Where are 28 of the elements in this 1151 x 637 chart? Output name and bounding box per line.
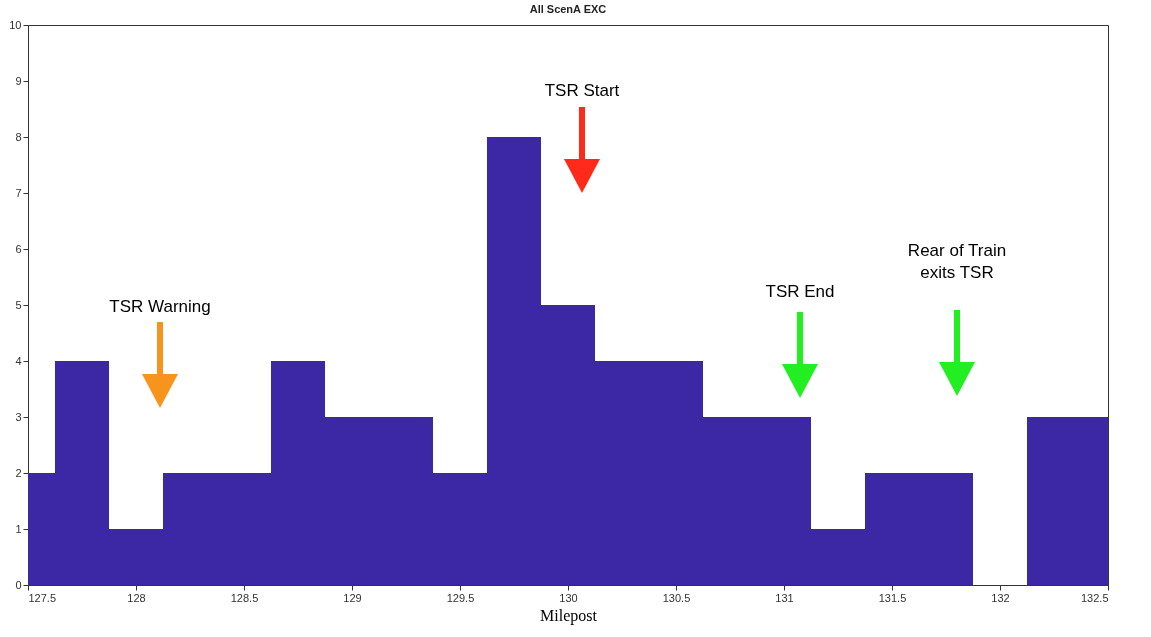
- y-tick-label: 6: [15, 242, 22, 255]
- x-tick-label: 130.5: [662, 591, 691, 604]
- x-tick-label: 132: [991, 591, 1010, 604]
- y-tick-label: 8: [15, 130, 22, 143]
- x-tick-label: 130: [559, 591, 578, 604]
- y-tick-label: 1: [15, 522, 22, 535]
- y-tick-label: 4: [15, 354, 22, 367]
- chart-title: All ScenA EXC: [529, 3, 607, 15]
- y-tick-label: 3: [15, 410, 22, 423]
- y-tick-label: 9: [15, 74, 22, 87]
- annotation: TSR Start: [544, 80, 620, 102]
- x-tick-label: 132.5: [1080, 591, 1109, 604]
- x-tick-label: 129.5: [446, 591, 475, 604]
- annotation: Rear of Train exits TSR: [907, 240, 1007, 284]
- x-axis-title: Milepost: [540, 606, 598, 625]
- annotation: TSR Warning: [109, 296, 211, 318]
- y-tick-label: 0: [15, 578, 22, 591]
- x-tick-label: 127.5: [28, 591, 57, 604]
- y-tick-label: 7: [15, 186, 22, 199]
- x-tick-label: 128: [127, 591, 146, 604]
- y-tick-label: 10: [9, 18, 22, 31]
- x-tick-label: 131: [775, 591, 794, 604]
- y-tick-label: 5: [15, 298, 22, 311]
- annotation: TSR End: [765, 281, 835, 303]
- y-tick-label: 2: [15, 466, 22, 479]
- x-tick-label: 129: [343, 591, 362, 604]
- x-tick-label: 128.5: [230, 591, 259, 604]
- x-tick-label: 131.5: [878, 591, 907, 604]
